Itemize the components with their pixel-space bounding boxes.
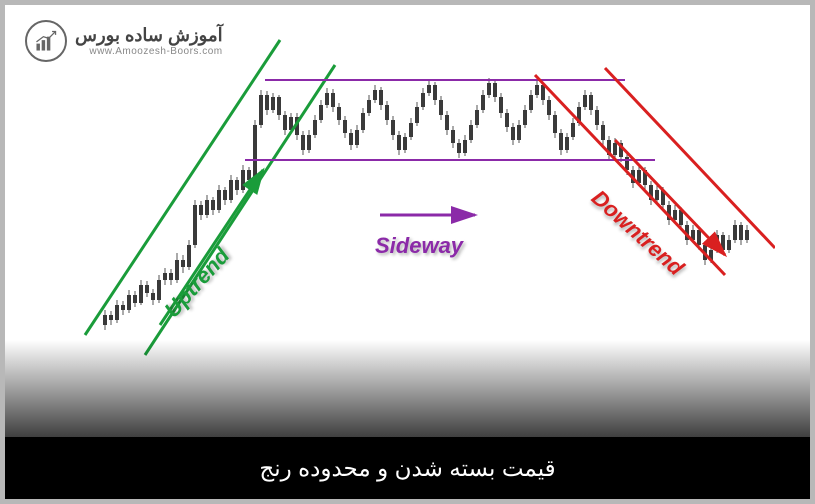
- sideway-label: Sideway: [375, 233, 463, 259]
- logo-text-block: آموزش ساده بورس www.Amoozesh-Boors.com: [75, 25, 223, 57]
- logo-title: آموزش ساده بورس: [75, 25, 223, 46]
- chart-svg: [45, 25, 775, 375]
- shadow-gradient: [5, 340, 810, 450]
- caption-band: قیمت بسته شدن و محدوده رنج: [5, 437, 810, 499]
- main-container: آموزش ساده بورس www.Amoozesh-Boors.com: [0, 0, 815, 504]
- logo: آموزش ساده بورس www.Amoozesh-Boors.com: [25, 20, 223, 62]
- caption-text: قیمت بسته شدن و محدوده رنج: [259, 455, 555, 482]
- logo-url: www.Amoozesh-Boors.com: [89, 46, 222, 57]
- logo-icon: [25, 20, 67, 62]
